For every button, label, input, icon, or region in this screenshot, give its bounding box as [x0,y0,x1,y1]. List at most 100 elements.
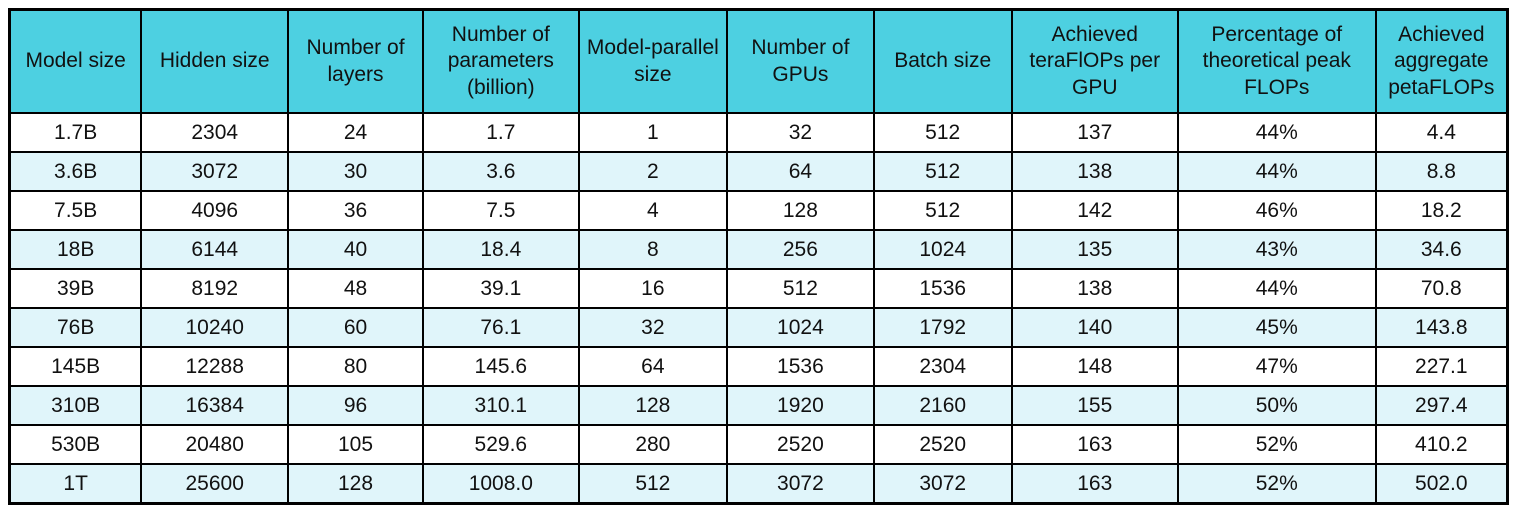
cell-76b-model-size: 76B [8,307,143,348]
cell-39b-number-of-layers: 48 [287,268,424,309]
cell-76b-hidden-size: 10240 [140,307,290,348]
column-header-model-size: Model size [8,8,143,114]
cell-530b-number-of-parameters-billion: 529.6 [421,424,580,465]
cell-39b-number-of-gpus: 512 [726,268,875,309]
cell-39b-achieved-teraflops-per-gpu: 138 [1010,268,1179,309]
cell-310b-achieved-teraflops-per-gpu: 155 [1010,385,1179,426]
cell-7-5b-number-of-gpus: 128 [726,190,875,231]
cell-18b-percentage-of-theoretical-peak-flops: 43% [1176,229,1377,270]
cell-1t-percentage-of-theoretical-peak-flops: 52% [1176,463,1377,505]
cell-530b-model-size: 530B [8,424,143,465]
cell-1-7b-model-size: 1.7B [8,112,143,153]
cell-18b-batch-size: 1024 [872,229,1013,270]
column-header-achieved-teraflops-per-gpu: Achieved teraFlOPs per GPU [1010,8,1179,114]
cell-310b-hidden-size: 16384 [140,385,290,426]
cell-3-6b-hidden-size: 3072 [140,151,290,192]
column-header-number-of-parameters-billion: Number of parameters (billion) [421,8,580,114]
cell-76b-number-of-layers: 60 [287,307,424,348]
cell-1t-number-of-parameters-billion: 1008.0 [421,463,580,505]
cell-7-5b-model-parallel-size: 4 [577,190,729,231]
cell-7-5b-achieved-teraflops-per-gpu: 142 [1010,190,1179,231]
table-header-row: Model size Hidden size Number of layers Num… [8,8,1509,114]
cell-1t-model-size: 1T [8,463,143,505]
cell-3-6b-model-size: 3.6B [8,151,143,192]
column-header-achieved-aggregate-petaflops: Achieved aggregate petaFLOPs [1374,8,1509,114]
cell-39b-percentage-of-theoretical-peak-flops: 44% [1176,268,1377,309]
cell-76b-achieved-teraflops-per-gpu: 140 [1010,307,1179,348]
cell-18b-model-parallel-size: 8 [577,229,729,270]
cell-310b-model-size: 310B [8,385,143,426]
table-row-145b: 145B 12288 80 145.6 64 1536 2304 148 47% 227.1 [8,346,1509,387]
cell-76b-batch-size: 1792 [872,307,1013,348]
page: Model size Hidden size Number of layers Num… [8,8,1509,505]
cell-76b-percentage-of-theoretical-peak-flops: 45% [1176,307,1377,348]
cell-310b-model-parallel-size: 128 [577,385,729,426]
table-body: 1.7B 2304 24 1.7 1 32 512 137 44% 4.4 3.6B 3072 30 3.… [8,112,1509,505]
cell-145b-model-size: 145B [8,346,143,387]
cell-145b-achieved-teraflops-per-gpu: 148 [1010,346,1179,387]
cell-39b-hidden-size: 8192 [140,268,290,309]
cell-3-6b-percentage-of-theoretical-peak-flops: 44% [1176,151,1377,192]
table-row-39b: 39B 8192 48 39.1 16 512 1536 138 44% 70.8 [8,268,1509,309]
cell-7-5b-hidden-size: 4096 [140,190,290,231]
cell-76b-achieved-aggregate-petaflops: 143.8 [1374,307,1509,348]
cell-76b-number-of-parameters-billion: 76.1 [421,307,580,348]
cell-39b-model-size: 39B [8,268,143,309]
cell-7-5b-batch-size: 512 [872,190,1013,231]
cell-3-6b-achieved-aggregate-petaflops: 8.8 [1374,151,1509,192]
table-row-310b: 310B 16384 96 310.1 128 1920 2160 155 50% 297.4 [8,385,1509,426]
cell-1-7b-achieved-aggregate-petaflops: 4.4 [1374,112,1509,153]
cell-18b-number-of-parameters-billion: 18.4 [421,229,580,270]
cell-1t-achieved-aggregate-petaflops: 502.0 [1374,463,1509,505]
cell-530b-percentage-of-theoretical-peak-flops: 52% [1176,424,1377,465]
cell-530b-achieved-teraflops-per-gpu: 163 [1010,424,1179,465]
cell-7-5b-percentage-of-theoretical-peak-flops: 46% [1176,190,1377,231]
cell-1-7b-model-parallel-size: 1 [577,112,729,153]
cell-18b-model-size: 18B [8,229,143,270]
cell-1t-number-of-gpus: 3072 [726,463,875,505]
cell-1-7b-number-of-gpus: 32 [726,112,875,153]
cell-39b-number-of-parameters-billion: 39.1 [421,268,580,309]
cell-145b-number-of-gpus: 1536 [726,346,875,387]
cell-7-5b-achieved-aggregate-petaflops: 18.2 [1374,190,1509,231]
cell-145b-number-of-layers: 80 [287,346,424,387]
model-scaling-table: Model size Hidden size Number of layers Num… [8,8,1509,505]
table-row-76b: 76B 10240 60 76.1 32 1024 1792 140 45% 143.8 [8,307,1509,348]
cell-1t-batch-size: 3072 [872,463,1013,505]
cell-310b-batch-size: 2160 [872,385,1013,426]
cell-3-6b-model-parallel-size: 2 [577,151,729,192]
cell-1-7b-hidden-size: 2304 [140,112,290,153]
cell-145b-hidden-size: 12288 [140,346,290,387]
cell-310b-achieved-aggregate-petaflops: 297.4 [1374,385,1509,426]
cell-18b-achieved-aggregate-petaflops: 34.6 [1374,229,1509,270]
cell-145b-model-parallel-size: 64 [577,346,729,387]
cell-145b-percentage-of-theoretical-peak-flops: 47% [1176,346,1377,387]
cell-1-7b-achieved-teraflops-per-gpu: 137 [1010,112,1179,153]
cell-530b-model-parallel-size: 280 [577,424,729,465]
table-row-1-7b: 1.7B 2304 24 1.7 1 32 512 137 44% 4.4 [8,112,1509,153]
cell-18b-hidden-size: 6144 [140,229,290,270]
column-header-batch-size: Batch size [872,8,1013,114]
table-row-7-5b: 7.5B 4096 36 7.5 4 128 512 142 46% 18.2 [8,190,1509,231]
cell-3-6b-achieved-teraflops-per-gpu: 138 [1010,151,1179,192]
cell-39b-achieved-aggregate-petaflops: 70.8 [1374,268,1509,309]
cell-530b-achieved-aggregate-petaflops: 410.2 [1374,424,1509,465]
cell-18b-number-of-layers: 40 [287,229,424,270]
cell-310b-number-of-gpus: 1920 [726,385,875,426]
cell-76b-model-parallel-size: 32 [577,307,729,348]
cell-310b-number-of-layers: 96 [287,385,424,426]
cell-3-6b-number-of-parameters-billion: 3.6 [421,151,580,192]
cell-310b-percentage-of-theoretical-peak-flops: 50% [1176,385,1377,426]
cell-1-7b-batch-size: 512 [872,112,1013,153]
column-header-percentage-of-theoretical-peak-flops: Percentage of theoretical peak FLOPs [1176,8,1377,114]
cell-145b-number-of-parameters-billion: 145.6 [421,346,580,387]
cell-7-5b-number-of-parameters-billion: 7.5 [421,190,580,231]
cell-530b-batch-size: 2520 [872,424,1013,465]
cell-530b-number-of-gpus: 2520 [726,424,875,465]
column-header-number-of-gpus: Number of GPUs [726,8,875,114]
cell-145b-achieved-aggregate-petaflops: 227.1 [1374,346,1509,387]
table-row-3-6b: 3.6B 3072 30 3.6 2 64 512 138 44% 8.8 [8,151,1509,192]
table-row-530b: 530B 20480 105 529.6 280 2520 2520 163 52% 410.2 [8,424,1509,465]
cell-18b-number-of-gpus: 256 [726,229,875,270]
column-header-number-of-layers: Number of layers [287,8,424,114]
